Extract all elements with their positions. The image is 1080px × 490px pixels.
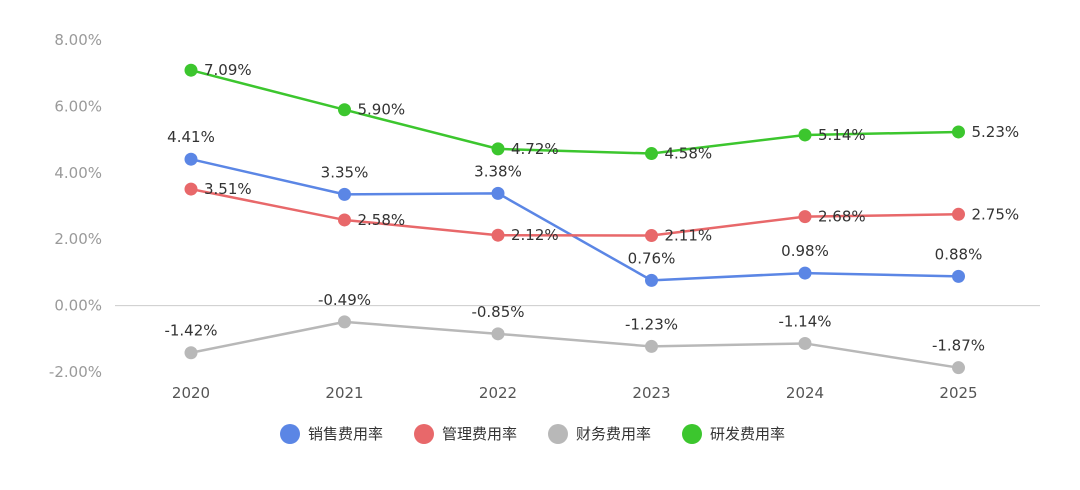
data-label: -0.49% bbox=[318, 291, 371, 309]
series-points-layer bbox=[184, 63, 965, 375]
data-label: 0.88% bbox=[935, 245, 983, 263]
data-point[interactable] bbox=[184, 346, 198, 360]
y-tick-label: 6.00% bbox=[54, 97, 102, 115]
data-point[interactable] bbox=[645, 229, 658, 243]
legend-marker bbox=[414, 424, 434, 444]
data-label: -1.42% bbox=[164, 322, 217, 340]
data-point[interactable] bbox=[338, 213, 351, 227]
series-line bbox=[190, 187, 959, 237]
legend-item[interactable]: 财务费用率 bbox=[548, 424, 651, 444]
data-label: 5.14% bbox=[818, 126, 866, 144]
y-tick-label: 8.00% bbox=[54, 31, 102, 49]
data-labels-layer: 4.41% 3.35% 3.38% 0.76% 0.98% 0.88% 3.51% 2.58%… bbox=[164, 61, 1019, 354]
data-label: 0.98% bbox=[781, 242, 829, 260]
legend-label: 研发费用率 bbox=[710, 425, 785, 443]
legend-item[interactable]: 研发费用率 bbox=[682, 424, 785, 444]
y-tick-label: 0.00% bbox=[54, 297, 102, 315]
data-point[interactable] bbox=[798, 266, 812, 280]
x-tick-label: 2024 bbox=[786, 384, 824, 402]
chart-legend: 销售费用率 管理费用率 财务费用率 研发费用率 bbox=[280, 424, 785, 444]
x-tick-label: 2021 bbox=[325, 384, 363, 402]
legend-marker bbox=[548, 424, 568, 444]
x-tick-label: 2022 bbox=[479, 384, 517, 402]
data-label: 5.90% bbox=[358, 101, 406, 119]
data-label: 2.75% bbox=[972, 205, 1020, 223]
data-point[interactable] bbox=[491, 327, 505, 341]
legend-item[interactable]: 管理费用率 bbox=[414, 424, 517, 444]
data-point[interactable] bbox=[798, 210, 812, 224]
data-label: 4.72% bbox=[511, 140, 559, 158]
data-point[interactable] bbox=[491, 186, 505, 200]
data-label: 0.76% bbox=[628, 249, 676, 267]
y-tick-label: 4.00% bbox=[54, 164, 102, 182]
legend-label: 管理费用率 bbox=[442, 425, 517, 443]
x-tick-label: 2023 bbox=[632, 384, 670, 402]
data-label: 4.41% bbox=[167, 128, 215, 146]
series-line bbox=[190, 69, 959, 155]
data-point[interactable] bbox=[184, 152, 198, 166]
data-label: -1.23% bbox=[625, 315, 678, 333]
data-label: 5.23% bbox=[972, 123, 1020, 141]
series-line bbox=[190, 320, 959, 369]
y-tick-label: 2.00% bbox=[54, 230, 102, 248]
data-label: -1.14% bbox=[778, 312, 831, 330]
data-point[interactable] bbox=[952, 269, 965, 283]
data-point[interactable] bbox=[645, 273, 658, 287]
data-label: 2.68% bbox=[818, 208, 866, 226]
data-point[interactable] bbox=[184, 63, 198, 77]
data-label: 3.51% bbox=[204, 180, 252, 198]
data-point[interactable] bbox=[338, 103, 351, 117]
data-point[interactable] bbox=[952, 125, 965, 139]
legend-item[interactable]: 销售费用率 bbox=[280, 424, 383, 444]
data-point[interactable] bbox=[645, 339, 658, 353]
y-tick-label: -2.00% bbox=[49, 363, 102, 381]
data-label: 7.09% bbox=[204, 61, 252, 79]
data-label: 3.35% bbox=[321, 163, 369, 181]
data-point[interactable] bbox=[491, 142, 505, 156]
x-tick-label: 2020 bbox=[172, 384, 210, 402]
data-label: 3.38% bbox=[474, 162, 522, 180]
x-axis-tick-labels: 2020 2021 2022 2023 2024 2025 bbox=[172, 384, 978, 402]
legend-label: 销售费用率 bbox=[308, 425, 383, 443]
data-point[interactable] bbox=[491, 228, 505, 242]
data-label: 2.11% bbox=[665, 227, 713, 245]
y-axis-tick-labels: -2.00% 0.00% 2.00% 4.00% 6.00% 8.00% bbox=[49, 31, 102, 381]
data-point[interactable] bbox=[338, 315, 351, 329]
x-tick-label: 2025 bbox=[939, 384, 977, 402]
series-lines-layer bbox=[190, 69, 959, 369]
data-point[interactable] bbox=[798, 128, 812, 142]
legend-label: 财务费用率 bbox=[576, 425, 651, 443]
data-point[interactable] bbox=[952, 361, 965, 375]
data-label: 2.58% bbox=[358, 211, 406, 229]
data-label: -0.85% bbox=[471, 303, 524, 321]
data-point[interactable] bbox=[952, 207, 965, 221]
series-line bbox=[190, 157, 959, 282]
data-point[interactable] bbox=[645, 147, 658, 161]
legend-marker bbox=[682, 424, 702, 444]
data-label: 4.58% bbox=[665, 145, 713, 163]
data-label: 2.12% bbox=[511, 226, 559, 244]
data-point[interactable] bbox=[338, 187, 351, 201]
data-label: -1.87% bbox=[932, 337, 985, 355]
data-point[interactable] bbox=[798, 336, 812, 350]
data-point[interactable] bbox=[184, 182, 198, 196]
legend-marker bbox=[280, 424, 300, 444]
